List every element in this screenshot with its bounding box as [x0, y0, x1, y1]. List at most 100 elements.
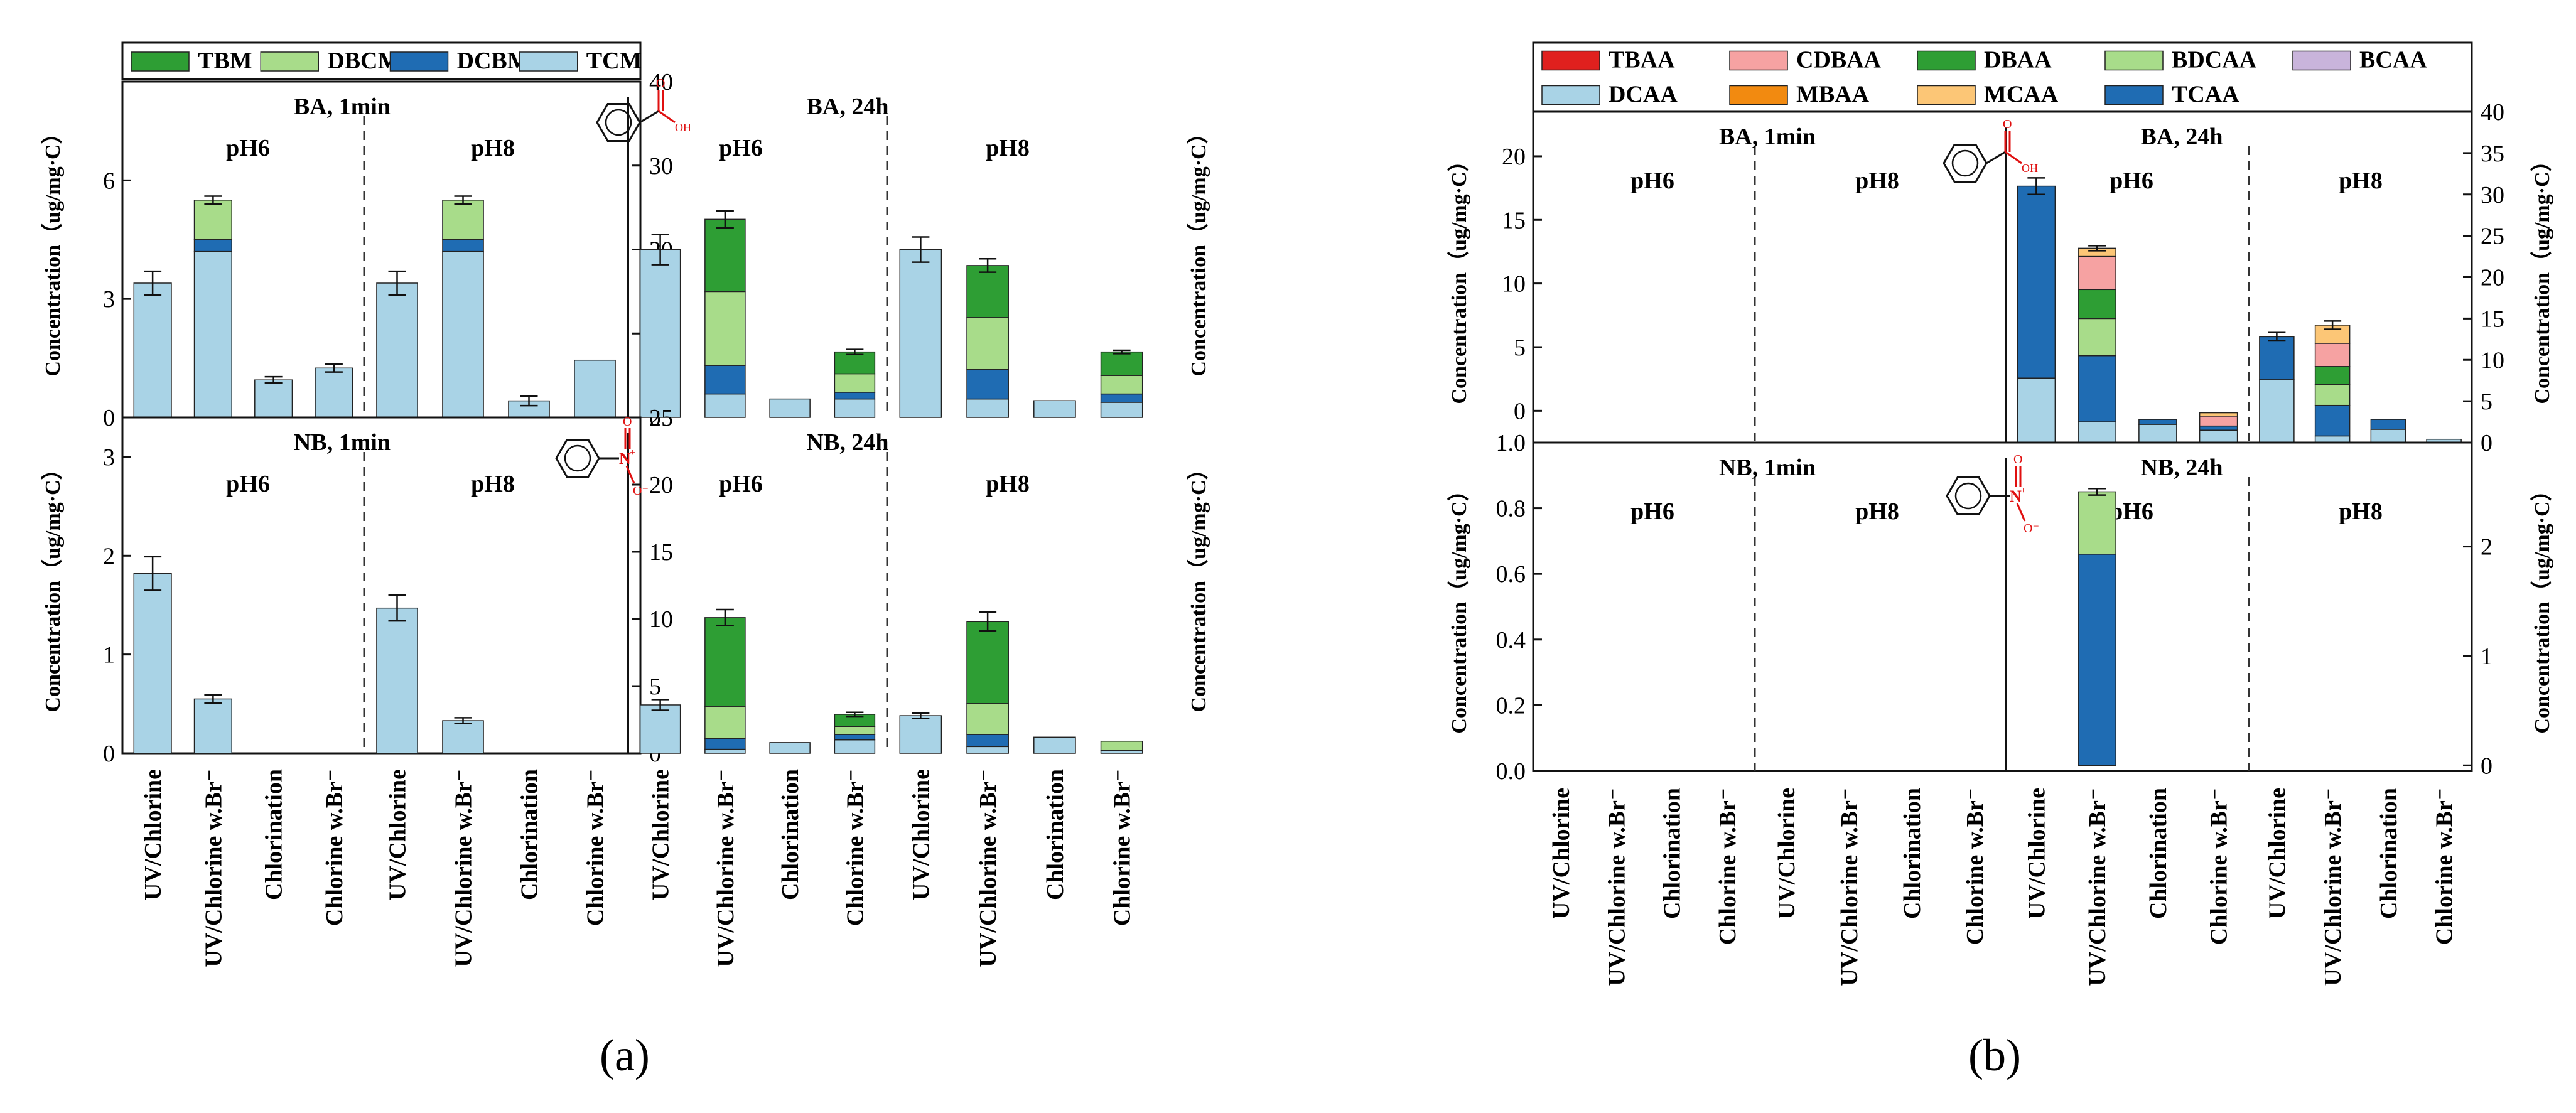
bar-segment-tcm: [254, 379, 293, 418]
benzene-ring: [555, 439, 600, 478]
ph-label: pH8: [471, 135, 515, 161]
bar-segment-dcaa: [2138, 424, 2177, 443]
y-tick-label-right: 25: [2481, 223, 2504, 250]
x-category-label: Chlorination: [2376, 788, 2402, 919]
x-category-label: Chlorination: [1899, 788, 1926, 919]
bar-segment-tcm: [133, 282, 172, 418]
group-title: NB, 24h: [807, 429, 889, 456]
legend-swatch-dbcm: [260, 51, 319, 72]
bar-segment-tcaa: [2314, 404, 2351, 437]
ph-label: pH6: [226, 471, 270, 497]
bar-segment-bdcaa: [2314, 384, 2351, 406]
x-category-label: Chlorine w.Br⁻: [1715, 788, 1741, 945]
bar-segment-dbcm: [1100, 375, 1143, 395]
bar-segment-tcaa: [2370, 419, 2406, 430]
benzene-aromatic-circle: [605, 109, 632, 136]
bar-segment-dbaa: [2078, 289, 2116, 320]
legend-swatch-tcm: [519, 51, 578, 72]
benzene-ring: [596, 103, 641, 142]
bar-segment-dcbm: [704, 365, 746, 395]
y-tick-label-right: 5: [2481, 389, 2492, 415]
molecule-atom-o: O: [656, 77, 665, 90]
y-tick-label-right: 30: [2481, 182, 2504, 208]
bar-segment-dbcm: [834, 726, 876, 735]
x-category-label: UV/Chlorine w.Br⁻: [975, 769, 1001, 967]
bar-segment-tcm: [376, 282, 418, 418]
x-category-label: UV/Chlorine: [2264, 788, 2290, 919]
bar-segment-dcbm: [834, 392, 876, 400]
y-tick-label-right: 15: [649, 539, 673, 566]
legend-swatch-tbm: [131, 51, 190, 72]
y-tick-label-left: 0: [1514, 398, 1526, 424]
benzene-aromatic-circle: [1951, 149, 1979, 177]
bar-segment-tbm: [966, 621, 1009, 704]
molecule-atom-o-minus: O⁻: [2024, 522, 2039, 535]
y-axis-title-right: Concentration（ug/mg·C）: [2530, 150, 2554, 404]
legend-swatch-cdbaa: [1729, 50, 1788, 71]
ph-label: pH8: [986, 135, 1030, 161]
y-tick-label-left: 0: [103, 741, 115, 767]
bar-segment-tcm: [133, 573, 172, 754]
y-tick-label-left: 0.2: [1496, 692, 1526, 719]
benzene-aromatic-circle: [1954, 482, 1982, 510]
ph-label: pH6: [719, 471, 763, 497]
ph-label: pH8: [2339, 168, 2383, 194]
bar-segment-tcm: [704, 748, 746, 754]
y-tick-label-right: 20: [649, 472, 673, 498]
legend-label-dcaa: DCAA: [1609, 82, 1678, 108]
x-category-label: Chlorine w.Br⁻: [321, 769, 348, 926]
group-title: BA, 24h: [807, 94, 889, 120]
x-category-label: UV/Chlorine: [1774, 788, 1800, 919]
benzoic-acid-structure: O OH: [1943, 117, 2038, 183]
bar-segment-dcaa: [2259, 379, 2295, 443]
bar-segment-tcaa: [2078, 355, 2116, 422]
legend-swatch-bdcaa: [2104, 50, 2164, 71]
bar-segment-tcm: [1033, 400, 1076, 418]
x-category-label: UV/Chlorine: [648, 769, 674, 900]
bar-segment-dbaa: [2314, 366, 2351, 385]
y-axis-title-right: Concentration（ug/mg·C）: [1186, 458, 1210, 712]
y-tick-label-left: 3: [103, 444, 115, 471]
legend-swatch-dbaa: [1917, 50, 1976, 71]
ph-label: pH8: [1855, 498, 1899, 525]
bar-segment-tcaa: [2138, 419, 2177, 425]
nitrobenzene-structure: N+ O O⁻: [555, 415, 649, 498]
bar-segment-tcaa: [2017, 185, 2056, 379]
panel-a: TBM DBCM DCBM TCM 0 3 6 0 10 20 30 40 Concentration（…: [40, 41, 1210, 967]
ph-label: pH8: [1855, 168, 1899, 194]
row-ba: 0 5 10 15 20 0 5 10 15 20 25 30 35 40 Concentration（ug…: [1447, 99, 2554, 456]
group-title: BA, 1min: [294, 94, 391, 120]
x-category-label: Chlorination: [777, 769, 804, 900]
molecule-atom-oh: OH: [675, 121, 691, 134]
y-tick-label-left: 0.4: [1496, 627, 1526, 653]
bar-segment-dcaa: [2370, 429, 2406, 443]
y-axis-title-left: Concentration（ug/mg·C）: [1447, 480, 1471, 733]
y-tick-label-right: 2: [2481, 534, 2492, 561]
x-category-label: Chlorination: [2145, 788, 2172, 919]
bar-segment-tcm: [966, 746, 1009, 754]
bar-segment-tcm: [442, 250, 484, 418]
bar-segment-tcm: [193, 698, 232, 754]
bar-segment-dbcm: [834, 373, 876, 393]
bar-segment-dcbm: [834, 734, 876, 741]
y-tick-label-left: 0.6: [1496, 561, 1526, 588]
ph-label: pH6: [1630, 498, 1674, 525]
bar-segment-tcm: [834, 398, 876, 418]
bar-segment-tcm: [769, 398, 811, 418]
molecule-atom-n: N: [619, 449, 631, 468]
bar-segment-dcbm: [966, 369, 1009, 400]
ph-label: pH6: [226, 135, 270, 161]
bar-segment-tcm: [639, 249, 681, 418]
ph-label: pH6: [719, 135, 763, 161]
y-tick-label-left: 1.0: [1496, 430, 1526, 456]
y-tick-label-right: 0: [2481, 430, 2492, 456]
y-tick-label-left: 0.0: [1496, 758, 1526, 785]
molecule-bond: [625, 465, 635, 484]
ph-label: pH8: [986, 471, 1030, 497]
x-category-label: Chlorine w.Br⁻: [1109, 769, 1136, 926]
legend-swatch-bcaa: [2292, 50, 2351, 71]
y-tick-label-right: 15: [2481, 306, 2504, 332]
ph-label: pH8: [471, 471, 515, 497]
y-axis-title-right: Concentration（ug/mg·C）: [2530, 480, 2554, 733]
y-tick-label-left: 10: [1502, 271, 1526, 298]
